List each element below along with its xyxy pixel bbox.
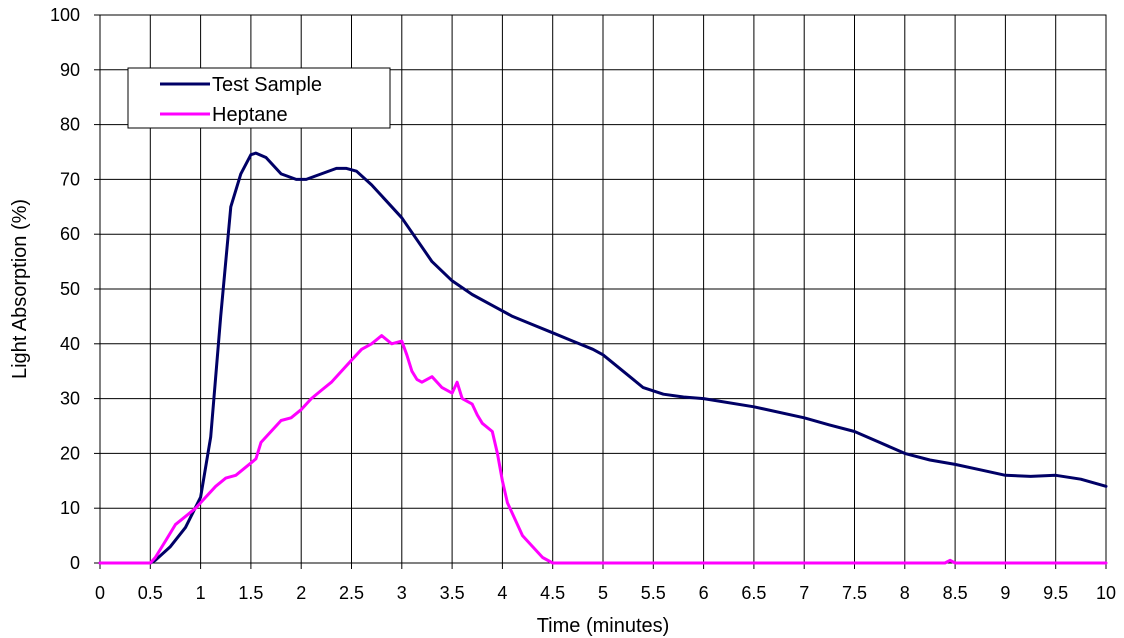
y-axis-ticks: 0 10 20 30 40 50 60 70 80 90 100 (50, 5, 100, 573)
x-tick-label: 3 (397, 583, 407, 603)
grid-lines (99, 14, 1107, 564)
x-tick-label: 3.5 (440, 583, 465, 603)
x-axis-ticks: 0 0.5 1 1.5 2 2.5 3 3.5 4 4.5 5 5.5 6 6.5 7 7.5 8 8.5 9 9.5… (95, 563, 1116, 603)
x-tick-label: 1.5 (238, 583, 263, 603)
y-tick-label: 20 (60, 443, 80, 463)
x-tick-label: 6 (699, 583, 709, 603)
legend: Test Sample Heptane (127, 67, 391, 129)
y-tick-label: 0 (70, 553, 80, 573)
series-line-test-sample (98, 151, 1108, 565)
series-layer (98, 151, 1108, 565)
legend-label-test-sample: Test Sample (212, 74, 322, 96)
x-tick-label: 5.5 (641, 583, 666, 603)
x-tick-label: 10 (1096, 583, 1116, 603)
y-tick-label: 100 (50, 5, 80, 25)
x-tick-label: 4.5 (540, 583, 565, 603)
x-tick-label: 7 (799, 583, 809, 603)
y-tick-label: 60 (60, 224, 80, 244)
y-tick-label: 90 (60, 60, 80, 80)
y-tick-label: 70 (60, 169, 80, 189)
x-tick-label: 5 (598, 583, 608, 603)
y-axis-title: Light Absorption (%) (9, 199, 31, 379)
x-axis-title: Time (minutes) (537, 615, 670, 637)
x-tick-label: 8 (900, 583, 910, 603)
series-line-heptane (98, 334, 1108, 565)
y-tick-label: 80 (60, 115, 80, 135)
legend-label-heptane: Heptane (212, 104, 288, 126)
legend-box (127, 67, 391, 129)
y-tick-label: 30 (60, 389, 80, 409)
x-tick-label: 0 (95, 583, 105, 603)
x-tick-label: 1 (196, 583, 206, 603)
x-tick-label: 9 (1000, 583, 1010, 603)
y-tick-label: 40 (60, 334, 80, 354)
y-tick-label: 50 (60, 279, 80, 299)
x-tick-label: 6.5 (741, 583, 766, 603)
x-tick-label: 0.5 (138, 583, 163, 603)
x-tick-label: 8.5 (943, 583, 968, 603)
x-tick-label: 9.5 (1043, 583, 1068, 603)
x-tick-label: 2.5 (339, 583, 364, 603)
x-tick-label: 2 (296, 583, 306, 603)
x-tick-label: 4 (497, 583, 507, 603)
x-tick-label: 7.5 (842, 583, 867, 603)
y-tick-label: 10 (60, 498, 80, 518)
